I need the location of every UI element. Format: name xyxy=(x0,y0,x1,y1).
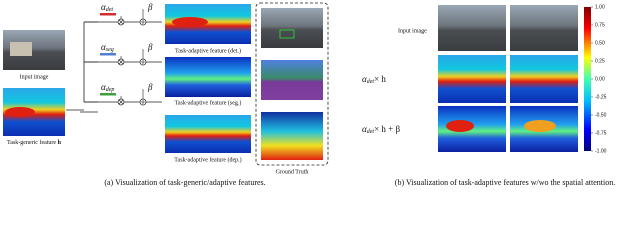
input-image xyxy=(438,5,506,51)
colorbar-tick-label: 0.25 xyxy=(595,58,605,64)
alpha-symbol: α xyxy=(101,2,106,12)
alpha-dep: αdep xyxy=(101,82,114,93)
gt-depth xyxy=(261,112,323,160)
colorbar-tick-label: -0.25 xyxy=(595,94,607,100)
generic-symbol: h xyxy=(58,140,62,146)
gt-box xyxy=(279,29,295,39)
alpha-symbol: α xyxy=(362,124,367,134)
alpha-subscript: det xyxy=(367,79,375,85)
seg-feature-map xyxy=(165,57,251,97)
multiply-sign xyxy=(118,99,124,105)
colorbar xyxy=(584,7,591,151)
alpha-symbol: α xyxy=(101,42,106,52)
alpha-subscript: dep xyxy=(106,87,115,93)
row-rest: × h + β xyxy=(374,124,400,134)
gt-segmentation xyxy=(261,60,323,100)
add-sign xyxy=(141,100,145,104)
multiply-sign xyxy=(118,59,124,65)
input-label: Input image xyxy=(20,74,49,80)
colorbar-tick-label: -1.00 xyxy=(595,148,607,154)
bus xyxy=(10,42,32,56)
figure: Input image Task-generic feature h αdet … xyxy=(3,2,615,187)
alpha-bar xyxy=(100,13,116,16)
generic-label: Task-generic feature h xyxy=(7,139,62,146)
alpha-det: αdet xyxy=(101,2,113,13)
input-label: Input image xyxy=(398,28,427,34)
dep-feature-map xyxy=(165,115,251,153)
heat-blob xyxy=(172,17,208,27)
colorbar-tick-label: 1.00 xyxy=(595,4,605,10)
feature-label: Task-adaptive feature (dep.) xyxy=(174,156,241,163)
beta: β xyxy=(147,2,153,12)
alpha-symbol: α xyxy=(362,74,367,84)
multiply-sign xyxy=(118,19,124,25)
alpha-subscript: det xyxy=(106,7,114,13)
row-label: αdet× h + β xyxy=(362,124,400,135)
colorbar-tick-label: 0.00 xyxy=(595,76,605,82)
heat-blob xyxy=(524,120,556,132)
colorbar-tick-label: -0.75 xyxy=(595,130,607,136)
caption-b: (b) Visualization of task-adaptive featu… xyxy=(395,178,615,187)
row-label: αdet× h xyxy=(362,74,386,85)
alpha-bar xyxy=(100,93,116,96)
alpha-bar xyxy=(100,53,116,56)
feature-label: Task-adaptive feature (det.) xyxy=(175,47,241,54)
row-rest: × h xyxy=(374,74,386,84)
ground-truth-label: Ground Truth xyxy=(276,169,309,175)
colorbar-tick-label: -0.50 xyxy=(595,112,607,118)
heatmap xyxy=(438,55,506,103)
feature-label: Task-adaptive feature (seg.) xyxy=(175,99,242,106)
beta: β xyxy=(147,42,153,52)
heatmap xyxy=(510,55,578,103)
gt-detection xyxy=(261,8,323,48)
alpha-subscript: det xyxy=(367,129,375,135)
add-sign xyxy=(141,20,145,24)
caption-a: (a) Visualization of task-generic/adapti… xyxy=(104,178,265,187)
input-image xyxy=(510,5,578,51)
colorbar-tick-label: 0.50 xyxy=(595,40,605,46)
alpha-subscript: seg xyxy=(106,47,114,53)
alpha-seg: αseg xyxy=(101,42,114,53)
add-sign xyxy=(141,60,145,64)
beta: β xyxy=(147,82,153,92)
ground-truth-box xyxy=(255,2,329,166)
heat-blob xyxy=(446,120,474,132)
colorbar-tick-label: 0.75 xyxy=(595,22,605,28)
alpha-symbol: α xyxy=(101,82,106,92)
generic-text: Task-generic feature xyxy=(7,139,56,146)
heat-blob xyxy=(5,107,35,117)
